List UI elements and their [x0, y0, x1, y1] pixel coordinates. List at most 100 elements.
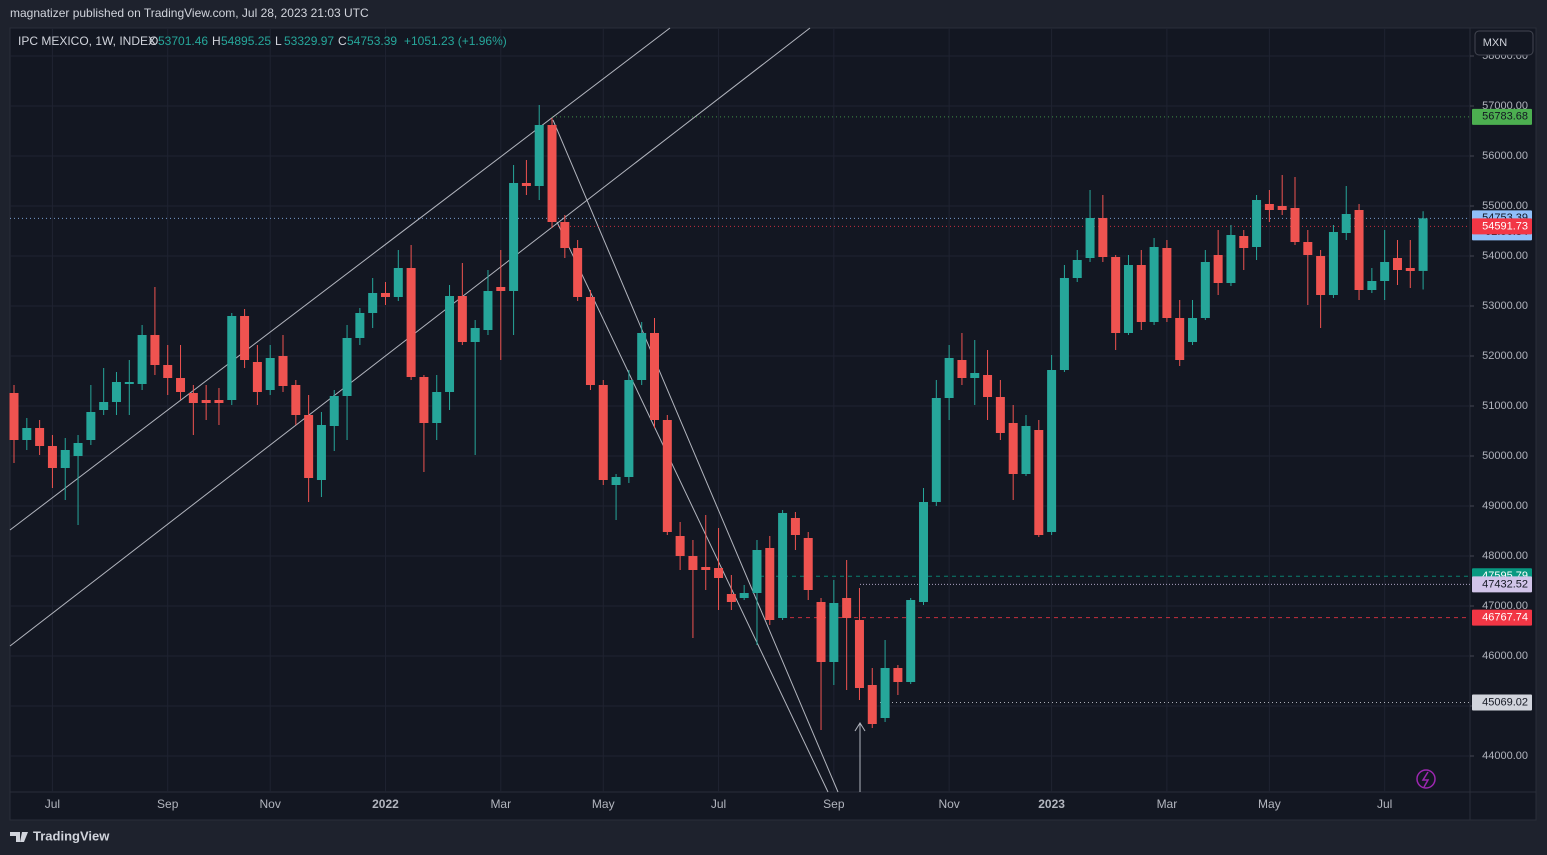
candle-body [1354, 210, 1364, 290]
candle-body [1392, 258, 1402, 270]
candle-body [1341, 214, 1351, 233]
candle-body [624, 380, 634, 477]
arrow-head [854, 722, 866, 732]
candle-body [47, 446, 57, 468]
candle-body [9, 393, 19, 440]
candle-body [1316, 256, 1326, 295]
y-tick-label: 52000.00 [1482, 350, 1528, 362]
y-tick-label: 44000.00 [1482, 750, 1528, 762]
change: +1051.23 (+1.96%) [404, 34, 507, 48]
candle-body [111, 382, 121, 402]
x-tick-label: Jul [45, 797, 60, 811]
candle-body [470, 328, 480, 342]
price-tag-label: 54591.73 [1482, 220, 1528, 232]
candles [9, 105, 1428, 730]
candle-body [1085, 218, 1095, 258]
candle-body [278, 356, 288, 386]
candle-body [842, 598, 852, 618]
price-tag-label: 47432.52 [1482, 578, 1528, 590]
candle-body [406, 268, 416, 377]
candle-body [650, 333, 659, 420]
candle-body [227, 316, 237, 400]
candle-body [60, 450, 70, 468]
candle-body [22, 428, 32, 440]
brand-logo [10, 832, 28, 842]
x-tick-label: Jul [711, 797, 726, 811]
price-tag-label: 45069.02 [1482, 696, 1528, 708]
candle-body [342, 338, 352, 396]
candle-body [1047, 370, 1057, 532]
candle-body [585, 297, 595, 385]
x-tick-label: 2023 [1038, 797, 1065, 811]
candle-body [829, 603, 839, 662]
replay-icon[interactable] [1416, 769, 1436, 789]
currency[interactable]: MXN [1483, 37, 1508, 49]
candle-body [457, 296, 467, 342]
candle-body [1188, 318, 1198, 342]
candle-body [598, 385, 608, 480]
candle-body [163, 365, 173, 378]
currency-button[interactable] [1474, 30, 1534, 56]
price-tag-label: 46767.74 [1482, 612, 1528, 624]
candle-body [1162, 248, 1172, 318]
y-tick-label: 55000.00 [1482, 200, 1528, 212]
candle-body [1405, 268, 1415, 271]
candle-body [291, 385, 301, 415]
ohlc-label: L [275, 34, 282, 48]
trend-line [9, 27, 671, 531]
candle-body [1136, 265, 1146, 322]
candle-body [1123, 265, 1133, 333]
candle-body [1239, 236, 1249, 248]
candle-body [188, 393, 198, 403]
candle-body [86, 412, 96, 440]
candle-body [214, 400, 224, 403]
candle-body [1059, 278, 1069, 370]
candle-body [662, 420, 672, 532]
ohlc-label: H [212, 34, 221, 48]
candle-body [893, 668, 903, 682]
candle-body [355, 313, 365, 338]
price-tag [1472, 694, 1532, 711]
candle-body [983, 375, 993, 397]
candle-body [547, 125, 557, 222]
candle-body [329, 396, 339, 426]
candle-body [534, 125, 544, 186]
y-tick-label: 54000.00 [1482, 250, 1528, 262]
ohlc-label: O [149, 34, 158, 48]
trend-line [552, 119, 839, 793]
candle-body [637, 333, 647, 380]
candle-body [419, 377, 429, 423]
price-tag [1472, 218, 1532, 235]
candle-body [509, 183, 519, 291]
symbol: IPC MEXICO, 1W, INDEX [18, 34, 156, 48]
ohlc-value: 53701.46 [158, 34, 208, 48]
candle-body [957, 360, 967, 378]
candle-body [739, 593, 749, 598]
candle-body [1200, 262, 1210, 318]
candle-body [611, 477, 621, 485]
candle-body [252, 362, 262, 392]
candle-body [124, 382, 134, 384]
brand: TradingView [33, 828, 110, 843]
grid [10, 28, 1470, 792]
candle-body [393, 268, 403, 297]
candle-body [496, 287, 506, 291]
candle-body [931, 398, 941, 502]
candle-body [790, 518, 800, 535]
candle-body [432, 392, 442, 423]
candle-body [919, 502, 929, 602]
candle-body [150, 335, 160, 365]
candle-body [483, 291, 493, 330]
price-lines [10, 116, 1470, 704]
candle-body [368, 293, 378, 313]
y-tick-label: 50000.00 [1482, 450, 1528, 462]
ohlc-value: 54895.25 [221, 34, 271, 48]
candle-body [675, 536, 685, 556]
x-tick-label: May [592, 797, 615, 811]
publisher: magnatizer published on TradingView.com,… [10, 6, 369, 20]
candle-body [1380, 262, 1390, 281]
candle-body [906, 600, 916, 682]
candle-body [560, 222, 570, 248]
candle-body [970, 373, 980, 378]
